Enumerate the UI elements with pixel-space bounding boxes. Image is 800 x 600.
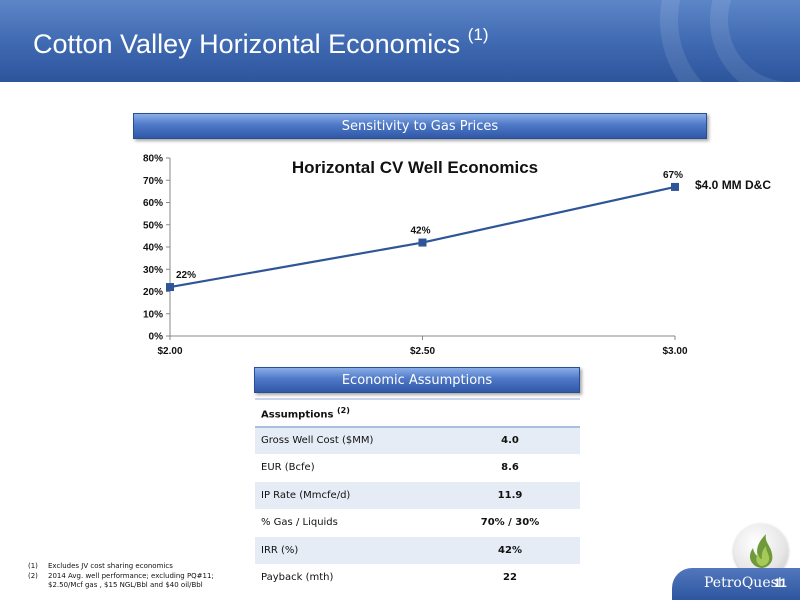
- table-row: Payback (mth) 22: [255, 564, 580, 592]
- brand-name: PetroQuest: [704, 575, 784, 591]
- data-point-marker: [166, 283, 174, 292]
- x-tick-label: $2.00: [157, 346, 182, 357]
- footnotes: (1) Excludes JV cost sharing economics (…: [28, 562, 214, 591]
- row-value: 22: [503, 572, 517, 584]
- series-line: [169, 185, 676, 289]
- row-label: IP Rate (Mmcfe/d): [255, 481, 440, 509]
- row-value: 8.6: [501, 462, 519, 474]
- table-row: Gross Well Cost ($MM) 4.0: [255, 426, 580, 454]
- page-title-footnote-ref: (1): [467, 25, 489, 44]
- chart-svg: 0% 10% 20% 30% 40% 50% 60% 70% 80% $2.00 $2.50 $3.0…: [143, 154, 688, 358]
- header-band: [0, 0, 800, 82]
- row-label: % Gas / Liquids: [261, 517, 338, 529]
- footnote-continuation: $2.50/Mcf gas , $15 NGL/Bbl and $40 oil/…: [48, 581, 203, 589]
- page-number: 11: [774, 576, 787, 590]
- row-label: Payback (mth): [261, 572, 334, 584]
- row-value: 4.0: [440, 426, 580, 454]
- data-label: 22%: [176, 270, 196, 281]
- y-tick-label: 80%: [143, 154, 163, 165]
- y-tick-label: 70%: [143, 176, 163, 187]
- assumptions-table: Assumptions (2) Gross Well Cost ($MM) 4.…: [255, 398, 580, 592]
- line-chart: 0% 10% 20% 30% 40% 50% 60% 70% 80% $2.00 $2.50 $3.0…: [130, 148, 772, 366]
- data-label: 42%: [410, 226, 430, 237]
- y-tick-label: 60%: [143, 198, 163, 209]
- y-tick-label: 50%: [143, 220, 163, 231]
- table-row: IRR (%) 42%: [255, 536, 580, 564]
- x-tick-label: $3.00: [662, 346, 687, 357]
- row-value: 70% / 30%: [480, 517, 540, 529]
- header-decoration: [540, 0, 800, 82]
- y-tick-label: 30%: [143, 265, 163, 276]
- table-header-cell: Assumptions (2): [255, 398, 580, 428]
- row-label: IRR (%): [255, 536, 440, 564]
- x-tick-label: $2.50: [410, 346, 435, 357]
- row-label: EUR (Bcfe): [261, 462, 315, 474]
- row-value: 42%: [440, 536, 580, 564]
- y-tick-label: 20%: [143, 287, 163, 298]
- section-bar-assumptions: Economic Assumptions: [254, 367, 580, 393]
- chart-title: Horizontal CV Well Economics: [291, 158, 539, 177]
- data-label: 67%: [663, 170, 683, 181]
- row-label: Gross Well Cost ($MM): [255, 426, 440, 454]
- table-row: IP Rate (Mmcfe/d) 11.9: [255, 481, 580, 509]
- row-value: 11.9: [440, 481, 580, 509]
- table-row: % Gas / Liquids 70% / 30%: [255, 509, 580, 537]
- data-point-marker: [418, 238, 427, 247]
- page-title: Cotton Valley Horizontal Economics (1): [33, 25, 489, 59]
- y-tick-label: 10%: [143, 309, 163, 320]
- table-row: EUR (Bcfe) 8.6: [255, 454, 580, 482]
- y-tick-label: 40%: [143, 243, 163, 254]
- footnote: (1) Excludes JV cost sharing economics: [28, 562, 173, 570]
- y-tick-label: 0%: [149, 332, 164, 343]
- section-bar-sensitivity: Sensitivity to Gas Prices: [133, 113, 707, 139]
- table-header-row: Assumptions (2): [255, 398, 580, 428]
- series-annotation: $4.0 MM D&C: [695, 178, 772, 192]
- data-point-marker: [671, 182, 679, 191]
- footnote: (2) 2014 Avg. well performance; excludin…: [28, 571, 214, 580]
- footer-bar: [672, 568, 800, 600]
